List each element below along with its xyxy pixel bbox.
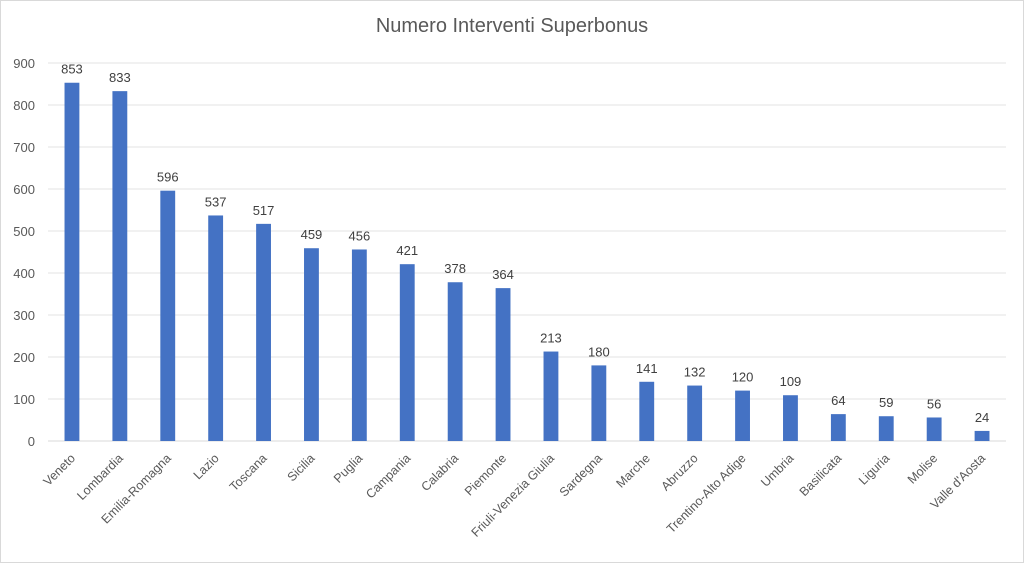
x-tick-label: Basilicata bbox=[797, 451, 845, 499]
y-tick-label: 500 bbox=[13, 224, 35, 239]
data-label: 456 bbox=[348, 228, 370, 243]
bar bbox=[208, 215, 224, 441]
data-label: 596 bbox=[157, 170, 179, 185]
y-tick-label: 400 bbox=[13, 266, 35, 281]
bars bbox=[64, 82, 990, 442]
x-tick-label: Sicilia bbox=[285, 451, 318, 484]
bar bbox=[64, 82, 80, 442]
data-label: 833 bbox=[109, 70, 131, 85]
data-label: 24 bbox=[975, 410, 989, 425]
data-label: 517 bbox=[253, 203, 275, 218]
bar bbox=[160, 190, 176, 441]
x-tick-label: Lombardia bbox=[74, 451, 126, 503]
data-label: 378 bbox=[444, 261, 466, 276]
x-tick-label: Campania bbox=[363, 451, 413, 501]
data-label: 56 bbox=[927, 396, 941, 411]
data-label: 109 bbox=[780, 374, 802, 389]
data-label: 364 bbox=[492, 267, 514, 282]
y-tick-label: 300 bbox=[13, 308, 35, 323]
data-label: 132 bbox=[684, 365, 706, 380]
x-tick-label: Marche bbox=[613, 451, 652, 490]
data-label: 141 bbox=[636, 361, 658, 376]
data-label: 180 bbox=[588, 344, 610, 359]
data-labels: 853 833 596 537 517 459 456 421 378 364 213 180 141 1… bbox=[61, 62, 989, 425]
x-tick-label: Friuli-Venezia Giulia bbox=[469, 451, 558, 540]
data-label: 213 bbox=[540, 331, 562, 346]
bar bbox=[687, 385, 703, 441]
bar bbox=[878, 416, 894, 441]
bar bbox=[543, 351, 559, 441]
data-label: 421 bbox=[396, 243, 418, 258]
chart-title: Numero Interventi Superbonus bbox=[375, 15, 649, 37]
x-tick-label: Sardegna bbox=[557, 451, 605, 499]
data-label: 853 bbox=[61, 62, 83, 77]
bar bbox=[351, 249, 367, 441]
x-tick-label: Puglia bbox=[331, 451, 366, 486]
bar bbox=[399, 264, 415, 441]
y-tick-label: 0 bbox=[28, 434, 35, 449]
bar bbox=[974, 430, 990, 441]
gridlines bbox=[48, 62, 1006, 442]
bar bbox=[112, 91, 128, 441]
x-tick-label: Liguria bbox=[856, 451, 892, 487]
bar bbox=[783, 395, 798, 441]
bar bbox=[304, 248, 319, 441]
data-label: 120 bbox=[732, 370, 754, 385]
y-tick-label: 200 bbox=[13, 350, 35, 365]
x-tick-label: Molise bbox=[905, 451, 940, 486]
bar bbox=[735, 390, 750, 441]
data-label: 59 bbox=[879, 395, 893, 410]
data-label: 459 bbox=[301, 227, 323, 242]
x-tick-label: Veneto bbox=[41, 451, 78, 488]
bar bbox=[639, 381, 655, 441]
bar bbox=[447, 282, 463, 441]
x-tick-label: Abruzzo bbox=[658, 451, 700, 493]
y-tick-label: 800 bbox=[13, 98, 35, 113]
y-tick-label: 100 bbox=[13, 392, 35, 407]
bar bbox=[591, 365, 607, 441]
bar bbox=[256, 223, 271, 441]
y-tick-label: 600 bbox=[13, 182, 35, 197]
y-axis: 0 100 200 300 400 500 600 700 800 900 bbox=[13, 56, 35, 449]
bar bbox=[495, 288, 511, 441]
y-tick-label: 700 bbox=[13, 140, 35, 155]
bar bbox=[830, 414, 846, 441]
x-tick-label: Toscana bbox=[227, 451, 270, 494]
data-label: 537 bbox=[205, 194, 227, 209]
x-tick-label: Calabria bbox=[418, 451, 461, 494]
x-tick-label: Piemonte bbox=[462, 451, 509, 498]
data-label: 64 bbox=[831, 393, 845, 408]
y-tick-label: 900 bbox=[13, 56, 35, 71]
bar bbox=[926, 417, 942, 441]
x-tick-label: Umbria bbox=[758, 451, 796, 489]
x-tick-label: Trentino-Alto Adige bbox=[664, 451, 749, 536]
x-tick-label: Lazio bbox=[191, 451, 222, 482]
